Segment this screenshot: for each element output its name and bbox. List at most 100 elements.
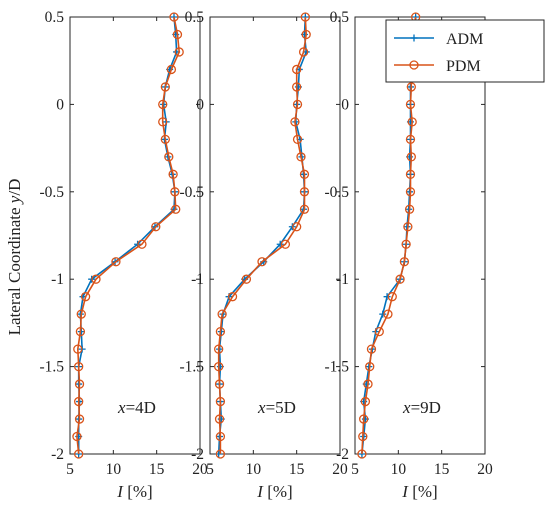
point-pdm (298, 47, 309, 57)
x-axis-label-symbol: I (116, 482, 124, 501)
y-tick-label: -1.5 (39, 359, 64, 376)
y-tick-label: -1 (51, 271, 64, 288)
point-pdm (137, 239, 147, 249)
point-pdm (215, 396, 226, 407)
figure-ylabel: Lateral Coordinate y/D (5, 179, 24, 336)
legend-marker-adm (410, 34, 418, 42)
point-pdm (241, 274, 252, 284)
point-pdm (290, 117, 300, 127)
point-pdm (214, 361, 224, 372)
point-pdm (357, 449, 367, 459)
x-tick-label: 20 (332, 461, 348, 478)
x-axis-label-unit: [%] (123, 482, 153, 501)
point-pdm (406, 82, 416, 92)
point-pdm (91, 274, 101, 284)
point-pdm (405, 187, 416, 197)
point-pdm (74, 449, 84, 459)
point-pdm (360, 396, 371, 407)
panel-annotation: x=9D (402, 398, 441, 417)
point-pdm (74, 379, 85, 389)
y-tick-label: 0.5 (185, 9, 205, 26)
point-pdm (215, 431, 226, 442)
y-tick-label: 0.5 (330, 9, 350, 26)
x-axis-label: I [%] (401, 482, 437, 501)
point-pdm (168, 169, 178, 179)
point-pdm (169, 12, 179, 22)
point-pdm (257, 257, 267, 267)
y-tick-label: -0.5 (179, 184, 204, 201)
panel-3: -2 -1.5 -1 -0.5 0 0.5 5 10 15 20 I [%] x=9D (324, 9, 493, 501)
point-adm (276, 240, 284, 248)
annotation-value: =4D (126, 398, 156, 417)
axes-box (209, 16, 341, 455)
annotation-variable: x (402, 398, 411, 417)
panel-2: -2 -1.5 -1 -0.5 0 0.5 5 10 15 20 I [%] x=5D (179, 9, 348, 501)
point-pdm (358, 431, 368, 442)
annotation-value: =5D (266, 398, 296, 417)
point-pdm (292, 64, 302, 75)
point-pdm (292, 82, 302, 92)
point-pdm (73, 344, 83, 354)
point-pdm (74, 361, 84, 372)
panels: -2-1.5-1-0.500.55 10 15 20I [%]x=4D-2-1.5-1… (39, 9, 493, 501)
x-tick-label: 15 (149, 461, 165, 478)
x-axis-label-symbol: I (256, 482, 264, 501)
panel-annotation: x=5D (257, 398, 296, 417)
point-pdm (166, 64, 177, 75)
x-axis-label: I [%] (256, 482, 292, 501)
point-pdm (227, 292, 238, 302)
x-axis-label: I [%] (116, 482, 152, 501)
x-tick-label: 10 (106, 461, 122, 478)
point-pdm (383, 309, 393, 319)
y-tick-label: -2 (336, 446, 349, 463)
y-tick-label: -1.5 (324, 359, 349, 376)
axes-box (69, 16, 201, 455)
point-pdm (404, 204, 415, 214)
y-tick-label: -0.5 (324, 184, 349, 201)
point-pdm (158, 117, 168, 127)
point-pdm (160, 134, 170, 145)
legend-label-pdm: PDM (446, 58, 481, 75)
point-pdm (405, 134, 416, 145)
point-pdm (215, 449, 226, 459)
point-pdm (300, 12, 310, 22)
point-pdm (395, 274, 405, 284)
point-pdm (214, 379, 225, 389)
point-pdm (158, 99, 168, 110)
x-tick-label: 20 (477, 461, 493, 478)
series-line-pdm (217, 16, 308, 454)
point-adm (379, 310, 387, 318)
point-pdm (172, 29, 183, 40)
y-tick-label: 0 (196, 96, 204, 113)
x-axis-label-unit: [%] (408, 482, 438, 501)
point-pdm (299, 169, 310, 179)
point-pdm (214, 414, 225, 424)
y-tick-label: 0.5 (45, 9, 65, 26)
point-pdm (215, 326, 226, 337)
point-pdm (296, 152, 306, 162)
y-tick-label: -1 (191, 271, 204, 288)
y-tick-label: -1 (336, 271, 349, 288)
point-pdm (160, 82, 170, 92)
point-pdm (292, 222, 302, 232)
point-pdm (75, 326, 86, 337)
point-pdm (164, 152, 174, 162)
point-pdm (387, 292, 397, 302)
point-adm (383, 293, 391, 301)
point-pdm (399, 257, 410, 267)
point-pdm (76, 309, 86, 319)
x-axis-label-unit: [%] (263, 482, 293, 501)
point-pdm (151, 222, 161, 232)
point-pdm (299, 204, 310, 214)
x-tick-label: 10 (391, 461, 407, 478)
annotation-variable: x (117, 398, 126, 417)
x-tick-label: 5 (351, 461, 359, 478)
x-tick-label: 5 (66, 461, 74, 478)
panel-1: -2 -1.5 -1 -0.5 0 0.5 5 10 15 20 I [%] x=4D (39, 9, 208, 501)
x-tick-label: 10 (246, 461, 262, 478)
annotation-value: =9D (411, 398, 441, 417)
point-pdm (174, 47, 184, 57)
y-tick-label: -1.5 (179, 359, 204, 376)
point-pdm (214, 344, 224, 354)
